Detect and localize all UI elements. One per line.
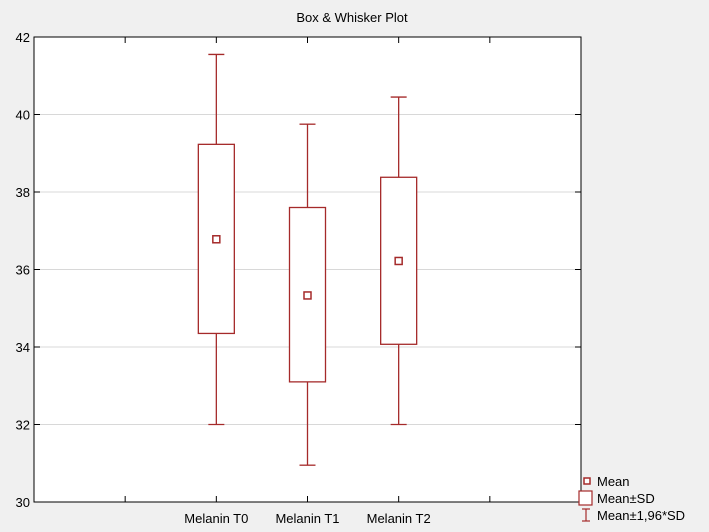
box-group [197, 53, 235, 426]
y-axis-ticks: 30 32 34 36 38 40 42 [16, 30, 581, 510]
y-tick-label: 40 [16, 108, 30, 123]
legend-box-symbol [578, 490, 593, 506]
y-tick-label: 32 [16, 418, 30, 433]
y-tick-label: 36 [16, 263, 30, 278]
boxes [197, 53, 418, 466]
box-group [288, 123, 327, 466]
legend-item: Mean [583, 474, 630, 489]
legend-label: Mean±1,96*SD [597, 508, 685, 523]
x-category-label: Melanin T0 [184, 511, 248, 526]
legend-label: Mean [597, 474, 630, 489]
y-tick-label: 42 [16, 30, 30, 45]
legend: Mean Mean±SD Mean±1,96*SD [578, 474, 685, 523]
legend-item: Mean±SD [578, 490, 655, 506]
legend-label: Mean±SD [597, 491, 655, 506]
y-tick-label: 38 [16, 185, 30, 200]
x-category-label: Melanin T2 [367, 511, 431, 526]
mean-marker [212, 235, 221, 244]
x-category-label: Melanin T1 [275, 511, 339, 526]
x-axis-ticks: Melanin T0 Melanin T1 Melanin T2 [124, 37, 491, 526]
chart-title: Box & Whisker Plot [296, 10, 408, 25]
mean-marker [303, 291, 312, 300]
mean-marker [394, 256, 403, 266]
legend-item: Mean±1,96*SD [582, 508, 685, 523]
box-group [380, 96, 418, 426]
y-tick-label: 30 [16, 495, 30, 510]
legend-mean-symbol [583, 477, 591, 485]
y-tick-label: 34 [16, 340, 30, 355]
